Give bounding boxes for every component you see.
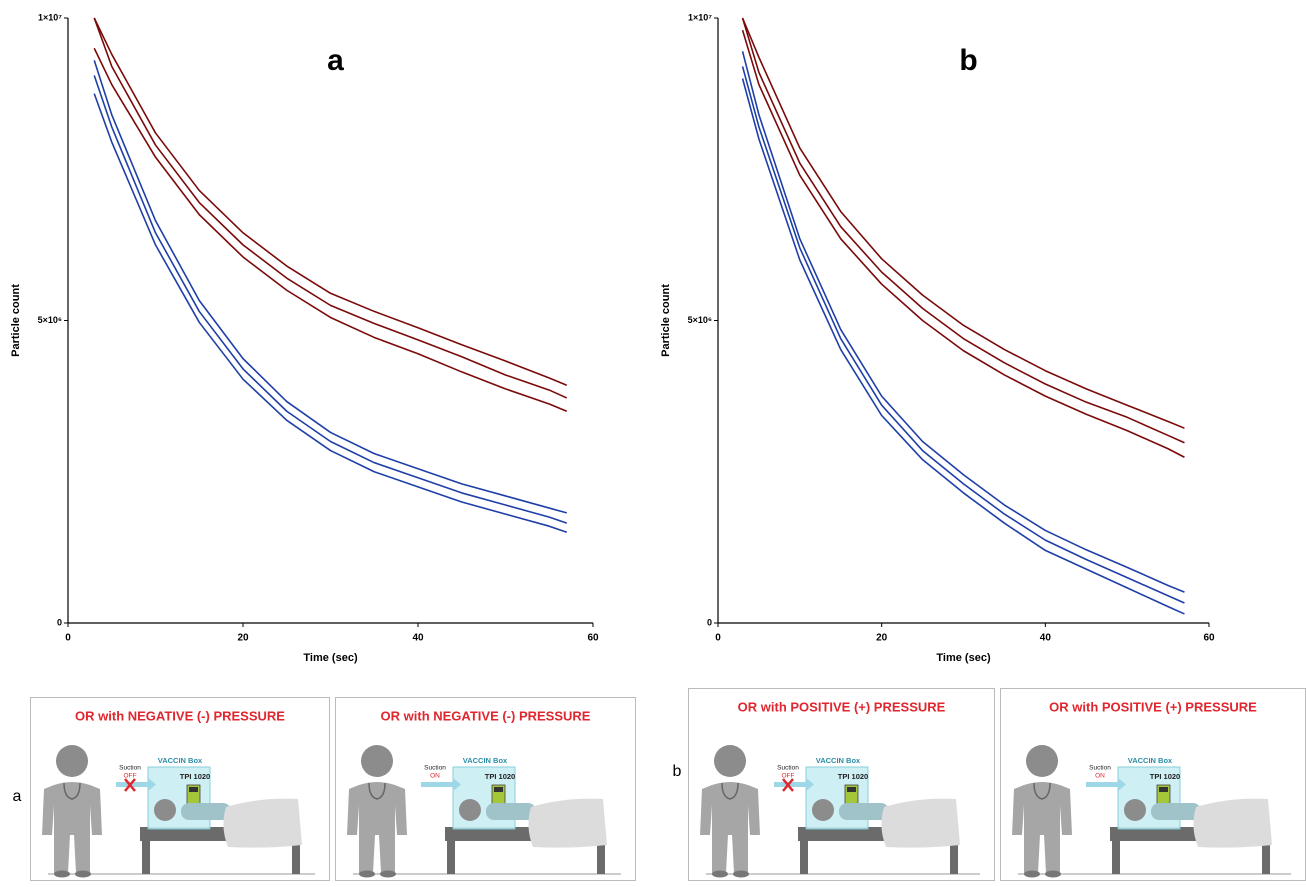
y-axis-label: Particle count [660,284,672,357]
chart-title: b [959,44,977,77]
x-tick-label: 0 [715,633,721,644]
box-label: VACCIN Box [1128,756,1173,765]
sheet [881,799,960,848]
scene-title: OR with POSITIVE (+) PRESSURE [1049,699,1257,714]
x-tick-label: 60 [1203,633,1215,644]
bed-leg [142,841,150,874]
box-label: VACCIN Box [816,756,861,765]
bed-leg [292,841,300,874]
x-axis-label: Time (sec) [303,652,358,664]
panel-label: b [673,763,682,780]
scene: OR with NEGATIVE (-) PRESSURE VACCIN Box T… [336,698,636,881]
bed-leg [1112,841,1120,874]
x-tick-label: 0 [65,633,71,644]
scene: OR with POSITIVE (+) PRESSURE VACCIN Box T… [1001,689,1306,881]
person-shoe [359,871,375,878]
bed-leg [800,841,808,874]
device-label: TPI 1020 [838,772,868,781]
patient-body [486,803,536,820]
series-line [94,60,567,513]
suction-label: Suction [424,765,446,772]
person-head [714,745,746,777]
scene-title: OR with NEGATIVE (-) PRESSURE [75,708,285,723]
suction-tube [1086,782,1120,787]
x-tick-label: 40 [412,633,424,644]
suction-state: ON [430,773,440,780]
box-label: VACCIN Box [463,756,508,765]
device-screen [494,787,503,792]
series-line [743,79,1185,614]
patient-head [154,799,176,821]
person-head [361,745,393,777]
sheet [528,799,607,848]
person-shoe [54,871,70,878]
scene-title: OR with POSITIVE (+) PRESSURE [738,699,946,714]
bed-leg [447,841,455,874]
device-label: TPI 1020 [1150,772,1180,781]
scene: OR with NEGATIVE (-) PRESSURE VACCIN Box T… [31,698,330,881]
suction-tube [421,782,455,787]
chart: a Time (sec) Particle count 0 20 40 60 0 5×10⁶ 1×… [10,12,599,664]
figure: a Time (sec) Particle count 0 20 40 60 0 5×10⁶ 1×… [0,0,1306,887]
y-tick-label: 5×10⁶ [688,315,712,325]
x-tick-label: 40 [1040,633,1052,644]
patient-head [459,799,481,821]
device-label: TPI 1020 [180,772,210,781]
sheet [223,799,302,848]
person-shoe [1024,871,1040,878]
bed-leg [950,841,958,874]
device-screen [847,787,856,792]
suction-state: ON [1095,773,1105,780]
device-label: TPI 1020 [485,772,515,781]
series-line [743,66,1185,603]
series-line [94,75,567,523]
series-line [743,18,1185,443]
y-tick-label: 1×10⁷ [688,12,712,22]
chart-title: a [327,44,344,77]
device-screen [1159,787,1168,792]
series-line [743,18,1185,428]
x-axis-label: Time (sec) [936,652,991,664]
sheet [1193,799,1272,848]
person-shoe [712,871,728,878]
patient-body [181,803,231,820]
bed-leg [597,841,605,874]
series-line [94,94,567,533]
y-tick-label: 5×10⁶ [38,315,62,325]
y-axis-label: Particle count [10,284,22,357]
suction-label: Suction [1089,765,1111,772]
scene: OR with POSITIVE (+) PRESSURE VACCIN Box T… [689,689,995,881]
person-head [56,745,88,777]
scene-title: OR with NEGATIVE (-) PRESSURE [381,708,591,723]
patient-head [1124,799,1146,821]
series-line [743,30,1185,457]
person-shoe [1045,871,1061,878]
person-shoe [75,871,91,878]
x-tick-label: 20 [876,633,888,644]
person-shoe [380,871,396,878]
x-tick-label: 20 [237,633,249,644]
box-label: VACCIN Box [158,756,203,765]
y-tick-label: 0 [707,617,712,627]
x-tick-label: 60 [587,633,599,644]
patient-body [1151,803,1201,820]
patient-body [839,803,889,820]
patient-head [812,799,834,821]
suction-label: Suction [119,765,141,772]
person-shoe [733,871,749,878]
series-line [743,51,1185,592]
panel-label: a [13,788,22,805]
person-head [1026,745,1058,777]
y-tick-label: 1×10⁷ [38,12,62,22]
bed-leg [1262,841,1270,874]
suction-label: Suction [777,765,799,772]
chart: b Time (sec) Particle count 0 20 40 60 0 5×10⁶ 1×… [660,12,1215,664]
device-screen [189,787,198,792]
y-tick-label: 0 [57,617,62,627]
